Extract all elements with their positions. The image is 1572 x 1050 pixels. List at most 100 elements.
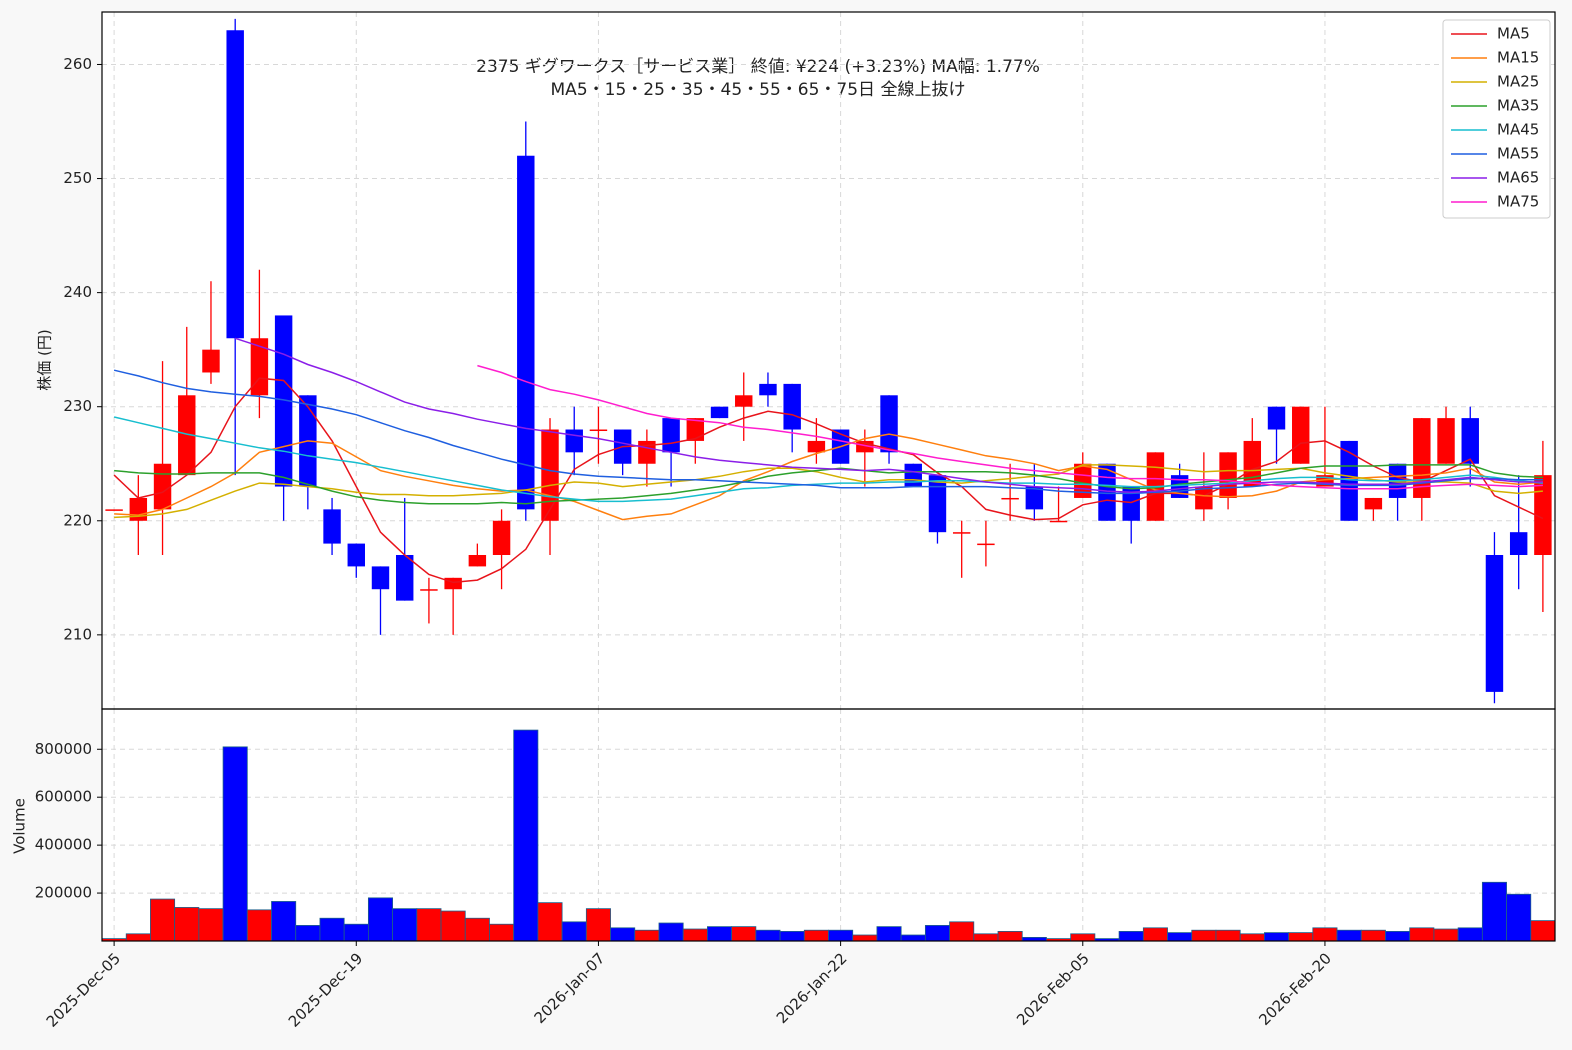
ma-line bbox=[113, 369, 1543, 495]
volume-bar bbox=[246, 909, 272, 942]
volume-bar bbox=[852, 934, 878, 942]
legend-label: MA5 bbox=[1497, 25, 1530, 43]
candle-body bbox=[1340, 440, 1358, 521]
x-tick-label: 2026-Feb-20 bbox=[1255, 949, 1335, 1029]
volume-bar bbox=[1142, 927, 1168, 942]
volume-bar bbox=[585, 908, 611, 942]
candle-body bbox=[1267, 406, 1286, 430]
volume-bar bbox=[682, 928, 708, 942]
volume-bar bbox=[343, 923, 369, 942]
candle-body bbox=[1485, 554, 1504, 692]
chart-title: 2375 ギグワークス［サービス業］ 終値: ¥224 (+3.23%) MA幅… bbox=[476, 57, 1040, 77]
candle-body bbox=[662, 418, 680, 453]
ma-line bbox=[234, 337, 1543, 494]
volume-bar bbox=[319, 917, 345, 942]
volume-bar bbox=[1312, 927, 1338, 942]
candle-body bbox=[735, 395, 753, 407]
legend-label: MA35 bbox=[1497, 97, 1539, 115]
volume-bar bbox=[1288, 932, 1314, 942]
axes-frame bbox=[101, 708, 1556, 942]
volume-bar bbox=[924, 925, 950, 942]
candle-body bbox=[1195, 486, 1213, 510]
ma-line bbox=[113, 377, 1544, 584]
x-tick-label: 2026-Jan-07 bbox=[531, 949, 609, 1027]
volume-bar bbox=[464, 917, 490, 942]
y-tick-label: 220 bbox=[63, 511, 92, 529]
legend-label: MA65 bbox=[1497, 169, 1539, 187]
volume-bar bbox=[295, 925, 321, 942]
volume-bar bbox=[1070, 933, 1096, 942]
x-tick-label: 2025-Dec-19 bbox=[285, 949, 366, 1030]
volume-bar bbox=[222, 746, 248, 942]
candle-body bbox=[759, 383, 777, 396]
candle-body bbox=[420, 589, 438, 591]
ma-line bbox=[477, 364, 1543, 490]
volume-bar bbox=[707, 926, 733, 942]
volume-bar bbox=[610, 927, 636, 942]
candle-body bbox=[153, 463, 172, 510]
candle-body bbox=[517, 155, 535, 510]
candle-body bbox=[880, 395, 898, 453]
volume-bar bbox=[1118, 931, 1144, 942]
volume-bar bbox=[973, 933, 999, 942]
volume-bar bbox=[731, 926, 757, 942]
candle-body bbox=[686, 418, 705, 441]
volume-bar bbox=[1360, 929, 1386, 942]
candle-body bbox=[1437, 418, 1455, 464]
volume-bar bbox=[489, 923, 515, 942]
candle-body bbox=[347, 543, 365, 567]
y-tick-label: 260 bbox=[63, 55, 92, 73]
candle-body bbox=[1122, 486, 1140, 521]
volume-bar bbox=[1433, 928, 1459, 942]
candle-body bbox=[807, 440, 826, 453]
candle-body bbox=[904, 463, 922, 487]
volume-bar bbox=[1264, 932, 1290, 942]
candle-body bbox=[783, 383, 801, 430]
volume-bar bbox=[1409, 927, 1435, 942]
legend-label: MA75 bbox=[1497, 193, 1539, 211]
plot-background bbox=[102, 12, 1555, 941]
candle-body bbox=[395, 554, 414, 601]
y-tick-label: 240 bbox=[63, 283, 92, 301]
candle-body bbox=[1243, 440, 1262, 487]
legend-label: MA25 bbox=[1497, 73, 1539, 91]
legend-label: MA55 bbox=[1497, 145, 1539, 163]
volume-bar bbox=[634, 929, 660, 942]
volume-bar bbox=[755, 929, 781, 942]
y-tick-label: 210 bbox=[63, 625, 92, 643]
candle-body bbox=[202, 349, 220, 373]
volume-bar bbox=[997, 931, 1023, 942]
candle-body bbox=[1219, 452, 1237, 498]
candle-body bbox=[856, 440, 874, 453]
volume-bar bbox=[513, 729, 539, 942]
candle-body bbox=[1509, 532, 1528, 555]
y-tick-label: 250 bbox=[63, 169, 92, 187]
candle-body bbox=[492, 520, 511, 555]
candle-body bbox=[1364, 497, 1383, 510]
legend-label: MA45 bbox=[1497, 121, 1539, 139]
ma-line bbox=[113, 416, 1543, 503]
candle-body bbox=[1413, 418, 1431, 498]
candle-body bbox=[250, 338, 269, 396]
volume-bar bbox=[174, 907, 200, 942]
volume-bar bbox=[1385, 931, 1411, 942]
candle-body bbox=[977, 543, 995, 546]
candle-body bbox=[1461, 418, 1479, 464]
volume-bar bbox=[440, 910, 466, 942]
candle-body bbox=[226, 30, 244, 339]
volume-bar bbox=[1167, 932, 1193, 942]
volume-bar bbox=[561, 921, 587, 942]
volume-bar bbox=[1215, 929, 1241, 942]
y-tick-label: 200000 bbox=[35, 884, 92, 902]
candle-body bbox=[178, 395, 196, 476]
ma-line bbox=[114, 464, 1543, 519]
volume-bar bbox=[1191, 929, 1217, 942]
volume-bar bbox=[271, 901, 297, 942]
chart-subtitle: MA5・15・25・35・45・55・65・75日 全線上抜け bbox=[551, 80, 966, 100]
y-tick-label: 800000 bbox=[35, 740, 92, 758]
volume-bar bbox=[900, 934, 926, 942]
volume-bar bbox=[1239, 933, 1265, 942]
y-axis-label: Volume bbox=[11, 798, 29, 854]
